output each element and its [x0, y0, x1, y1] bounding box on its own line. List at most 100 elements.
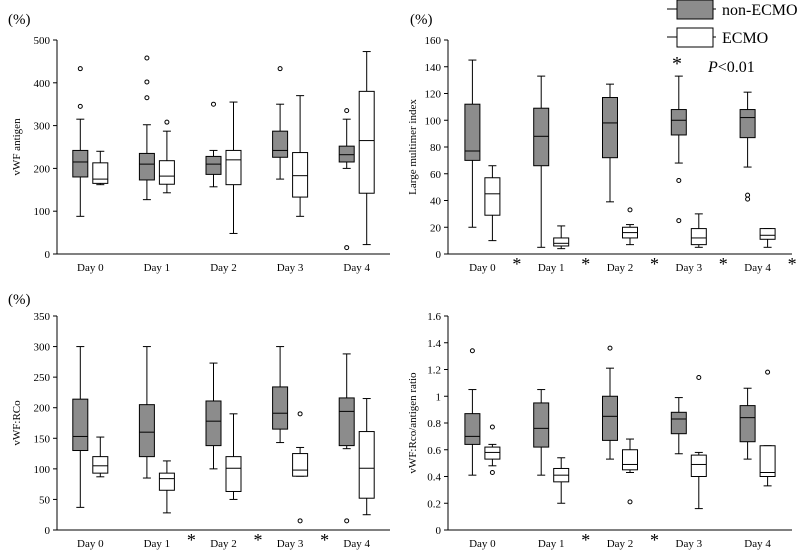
box-iqr [464, 413, 481, 445]
significance-marker: * [512, 254, 521, 274]
box-non-ecmo [533, 75, 550, 248]
outlier-point [676, 177, 682, 183]
box-non-ecmo [205, 362, 222, 470]
y-tick-label: 80 [430, 142, 442, 154]
legend-item-non-ecmo: non-ECMO [667, 0, 798, 20]
significance-marker: * [187, 530, 196, 550]
outlier-point [627, 499, 633, 505]
legend-sig-marker: * [672, 53, 682, 75]
legend-label-ecmo: ECMO [722, 30, 768, 47]
box-iqr [739, 109, 756, 139]
y-axis-title: vWF antigen [11, 118, 23, 176]
x-tick-label: Day 2 [607, 538, 634, 550]
box-iqr [225, 456, 242, 492]
box-non-ecmo [138, 346, 155, 479]
y-tick-label: 0 [436, 249, 442, 261]
x-tick-label: Day 3 [277, 538, 304, 550]
box-ecmo [92, 150, 109, 186]
x-tick-label: Day 1 [538, 538, 565, 550]
outlier-point [627, 207, 633, 213]
box-ecmo [225, 101, 242, 234]
x-tick-label: Day 4 [343, 262, 370, 274]
box-iqr [533, 107, 550, 167]
box-non-ecmo [72, 346, 89, 508]
box-iqr [158, 472, 175, 491]
y-axis-title: Large multimer index [407, 99, 419, 195]
legend-swatch-ecmo [676, 27, 714, 48]
y-tick-label: 120 [425, 89, 442, 101]
box-non-ecmo [739, 91, 756, 202]
box-iqr [484, 177, 501, 216]
x-tick-label: Day 4 [343, 538, 370, 550]
legend-label-non-ecmo: non-ECMO [722, 2, 798, 19]
box-iqr [553, 237, 570, 247]
outlier-point [765, 369, 771, 375]
box-non-ecmo [739, 387, 756, 460]
box-iqr [670, 109, 687, 136]
box-iqr [464, 103, 481, 161]
box-non-ecmo [138, 55, 155, 201]
outlier-point [144, 55, 150, 61]
box-non-ecmo [602, 345, 618, 460]
box-ecmo [92, 436, 109, 478]
box-iqr [759, 445, 776, 477]
box-iqr [138, 404, 155, 458]
y-tick-label: 50 [39, 494, 51, 506]
outlier-point [277, 66, 283, 72]
box-iqr [602, 97, 618, 159]
y-unit-label: (%) [8, 12, 31, 28]
box-ecmo [622, 438, 638, 505]
outlier-point [489, 424, 495, 430]
y-tick-label: 0 [45, 249, 51, 261]
box-ecmo [690, 375, 707, 510]
y-unit-label: (%) [8, 292, 31, 308]
box-non-ecmo [670, 75, 687, 224]
outlier-point [297, 411, 303, 417]
y-axis-title: vWF:Rco/antigen ratio [407, 372, 419, 474]
outlier-point [696, 375, 702, 381]
y-tick-label: 160 [425, 35, 442, 47]
y-tick-label: 100 [425, 115, 442, 127]
box-iqr [622, 449, 638, 471]
box-ecmo [292, 95, 309, 217]
box-ecmo [690, 213, 707, 248]
box-iqr [272, 386, 289, 430]
x-tick-label: Day 3 [676, 262, 703, 274]
significance-marker: * [788, 254, 797, 274]
significance-marker: * [650, 254, 659, 274]
box-iqr [92, 162, 109, 184]
significance-marker: * [581, 530, 590, 550]
box-ecmo [622, 207, 638, 246]
box-ecmo [553, 225, 570, 250]
chart-panel-4: 0 0.2 0.4 0.6 0.8 1 1.2 1.4 1.6 vWF:Rco/antigen r… [407, 311, 792, 550]
outlier-point [77, 66, 83, 72]
box-ecmo [158, 119, 175, 194]
box-iqr [205, 155, 222, 175]
outlier-point [297, 518, 303, 524]
box-non-ecmo [72, 66, 89, 217]
box-non-ecmo [272, 66, 289, 180]
significance-marker: * [254, 530, 263, 550]
box-iqr [292, 152, 309, 198]
y-tick-label: 100 [34, 464, 51, 476]
outlier-point [164, 119, 170, 125]
outlier-point [745, 192, 751, 198]
box-iqr [338, 397, 355, 447]
legend-p-value: P<0.01 [707, 59, 755, 76]
box-ecmo [225, 413, 242, 500]
y-tick-label: 1.2 [427, 365, 441, 377]
x-tick-label: Day 3 [676, 538, 703, 550]
chart-panel-1: 0 100 200 300 400 500(%) vWF antigen Day 0 Day 1… [8, 12, 390, 274]
y-tick-label: 100 [34, 206, 51, 218]
y-tick-label: 250 [34, 372, 51, 384]
box-non-ecmo [464, 59, 481, 228]
box-iqr [690, 454, 707, 478]
y-tick-label: 300 [34, 342, 51, 354]
outlier-point [144, 95, 150, 101]
box-iqr [690, 228, 707, 246]
box-iqr [670, 411, 687, 435]
chart-panel-3: 0 50 100 150 200 250 300 350(%) vWF:RCo Day 0 Day … [8, 292, 390, 550]
box-non-ecmo [272, 346, 289, 444]
legend-swatch-non-ecmo [676, 0, 714, 20]
y-tick-label: 300 [34, 121, 51, 133]
